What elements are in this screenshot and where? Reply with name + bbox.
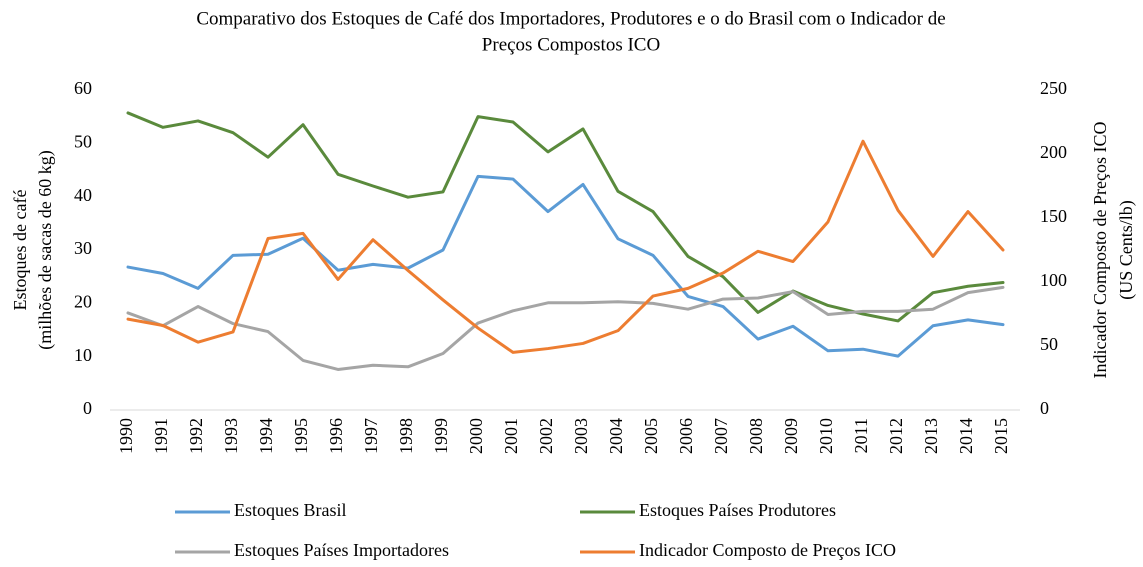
x-tick-label: 1993 [221,418,241,454]
x-tick-label: 2000 [466,418,486,454]
y-tick-label: 10 [74,345,92,365]
y2-axis-title: Indicador Composto de Preços ICO [1090,122,1110,379]
series-line [126,285,1005,371]
y2-tick-label: 250 [1040,78,1067,98]
x-tick-label: 2008 [746,418,766,454]
x-tick-label: 2001 [501,418,521,454]
x-tick-label: 2007 [711,418,731,454]
x-tick-label: 2013 [921,418,941,454]
x-tick-label: 1991 [151,418,171,454]
chart-title: Comparativo dos Estoques de Café dos Imp… [196,8,945,29]
x-tick-label: 2004 [606,418,626,454]
y2-tick-label: 50 [1040,334,1058,354]
y-tick-label: 50 [74,131,92,151]
x-tick-label: 1997 [361,418,381,454]
y-tick-label: 20 [74,291,92,311]
y-tick-label: 30 [74,238,92,258]
series-line [126,139,1005,354]
y2-axis-title: (US Cents/lb) [1116,200,1137,300]
series-line [126,174,1005,358]
legend-label: Estoques Brasil [234,500,347,520]
x-tick-label: 1998 [396,418,416,454]
x-tick-label: 1994 [256,418,276,454]
y-tick-label: 60 [74,78,92,98]
y-tick-label: 0 [83,398,92,418]
x-tick-label: 1992 [186,418,206,454]
x-tick-label: 2011 [851,418,871,453]
legend-label: Estoques Países Produtores [639,500,836,520]
y-axis-title: Estoques de café [10,190,30,311]
x-tick-label: 1990 [116,418,136,454]
y2-tick-label: 150 [1040,206,1067,226]
x-tick-label: 1999 [431,418,451,454]
x-tick-label: 1996 [326,418,346,454]
legend-label: Indicador Composto de Preços ICO [639,540,896,560]
x-tick-label: 2002 [536,418,556,454]
y2-tick-label: 200 [1040,142,1067,162]
legend-label: Estoques Países Importadores [234,540,449,560]
x-tick-label: 2012 [886,418,906,454]
chart-title: Preços Compostos ICO [482,34,660,55]
y2-tick-label: 100 [1040,270,1067,290]
x-tick-label: 2014 [956,418,976,454]
series-line [126,111,1005,323]
x-tick-label: 1995 [291,418,311,454]
x-tick-label: 2015 [991,418,1011,454]
y2-tick-label: 0 [1040,398,1049,418]
y-axis-title: (milhões de sacas de 60 kg) [35,150,56,349]
x-tick-label: 2005 [641,418,661,454]
y-tick-label: 40 [74,185,92,205]
x-tick-label: 2010 [816,418,836,454]
x-tick-label: 2009 [781,418,801,454]
x-tick-label: 2006 [676,418,696,454]
x-tick-label: 2003 [571,418,591,454]
